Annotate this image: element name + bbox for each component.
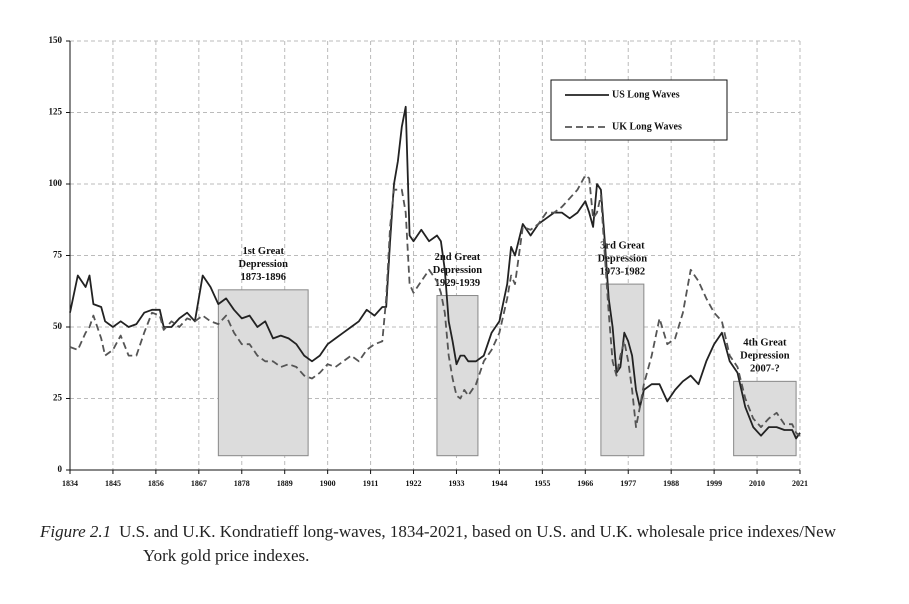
x-tick-label: 1944 [491,479,507,488]
x-tick-label: 1867 [191,479,207,488]
chart: 0 25 50 75 100 125 150 1834 1845 1856 1867 1878 1889… [49,35,809,488]
shaded-region [436,295,479,457]
caption-label: Figure 2.1 [40,522,112,541]
y-tick-label: 150 [49,35,63,45]
series-line [69,174,801,437]
shaded-region [600,283,645,457]
region-label: 1st Great [242,246,284,257]
y-tick-label: 50 [53,321,63,331]
region-label: Depression [433,265,483,276]
region-label: Depression [239,259,289,270]
x-tick-label: 1966 [577,479,593,488]
shaded-region [217,289,309,457]
x-tick-label: 1977 [620,479,636,488]
legend-box [550,79,728,141]
x-tick-label: 1922 [406,479,422,488]
region-label: 1973-1982 [600,267,646,278]
x-tick-label: 1999 [706,479,722,488]
y-tick-label: 25 [53,393,63,403]
x-tick-label: 1911 [363,479,379,488]
caption-text: U.S. and U.K. Kondratieff long-waves, 18… [119,522,836,565]
y-tick-label: 75 [53,250,63,260]
caption: Figure 2.1 U.S. and U.K. Kondratieff long… [40,520,840,568]
x-tick-label: 1933 [448,479,464,488]
x-tick-label: 1900 [320,479,336,488]
region-label: 4th Great [743,338,787,349]
region-label: Depression [598,254,648,265]
x-tick-label: 1845 [105,479,121,488]
shaded-region [733,380,797,457]
region-label: 1929-1939 [435,278,481,289]
legend-label: UK Long Waves [612,121,682,132]
x-tick-label: 1988 [663,479,679,488]
region-label: 2nd Great [435,252,481,263]
x-tick-label: 1955 [534,479,550,488]
x-tick-label: 2010 [749,479,765,488]
y-tick-label: 125 [49,107,63,117]
x-tick-label: 1834 [62,479,78,488]
x-tick-label: 1856 [148,479,164,488]
y-tick-label: 100 [49,178,63,188]
region-label: 1873-1896 [240,272,286,283]
region-label: Depression [740,351,790,362]
region-label: 2007-? [750,364,780,375]
series-line [69,105,801,440]
legend-label: US Long Waves [612,89,680,100]
region-label: 3rd Great [600,241,645,252]
x-tick-label: 1889 [277,479,293,488]
y-tick-label: 0 [58,464,63,474]
x-tick-label: 2021 [792,479,808,488]
x-tick-label: 1878 [234,479,250,488]
